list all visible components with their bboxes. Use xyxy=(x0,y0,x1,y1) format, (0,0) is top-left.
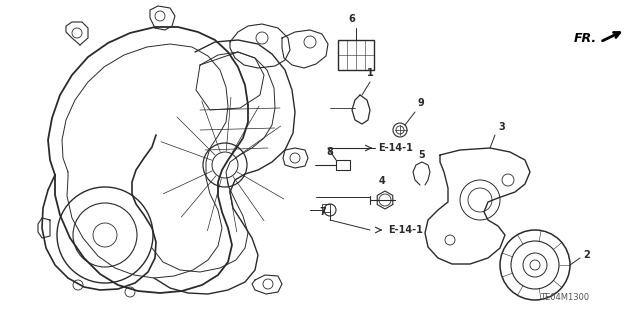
Text: TE04M1300: TE04M1300 xyxy=(540,293,589,302)
Text: 4: 4 xyxy=(379,176,385,186)
Bar xyxy=(336,160,350,170)
Text: 2: 2 xyxy=(583,250,589,260)
Text: 8: 8 xyxy=(326,147,333,157)
Text: E-14-1: E-14-1 xyxy=(388,225,423,235)
Bar xyxy=(322,204,330,212)
Text: 9: 9 xyxy=(417,98,424,108)
Text: 5: 5 xyxy=(418,150,425,160)
Text: 1: 1 xyxy=(367,68,373,78)
Bar xyxy=(338,40,374,70)
Text: 7: 7 xyxy=(319,207,326,217)
Text: FR.: FR. xyxy=(574,32,597,44)
Text: 6: 6 xyxy=(349,14,355,24)
Text: E-14-1: E-14-1 xyxy=(378,143,413,153)
Text: 3: 3 xyxy=(498,122,505,132)
